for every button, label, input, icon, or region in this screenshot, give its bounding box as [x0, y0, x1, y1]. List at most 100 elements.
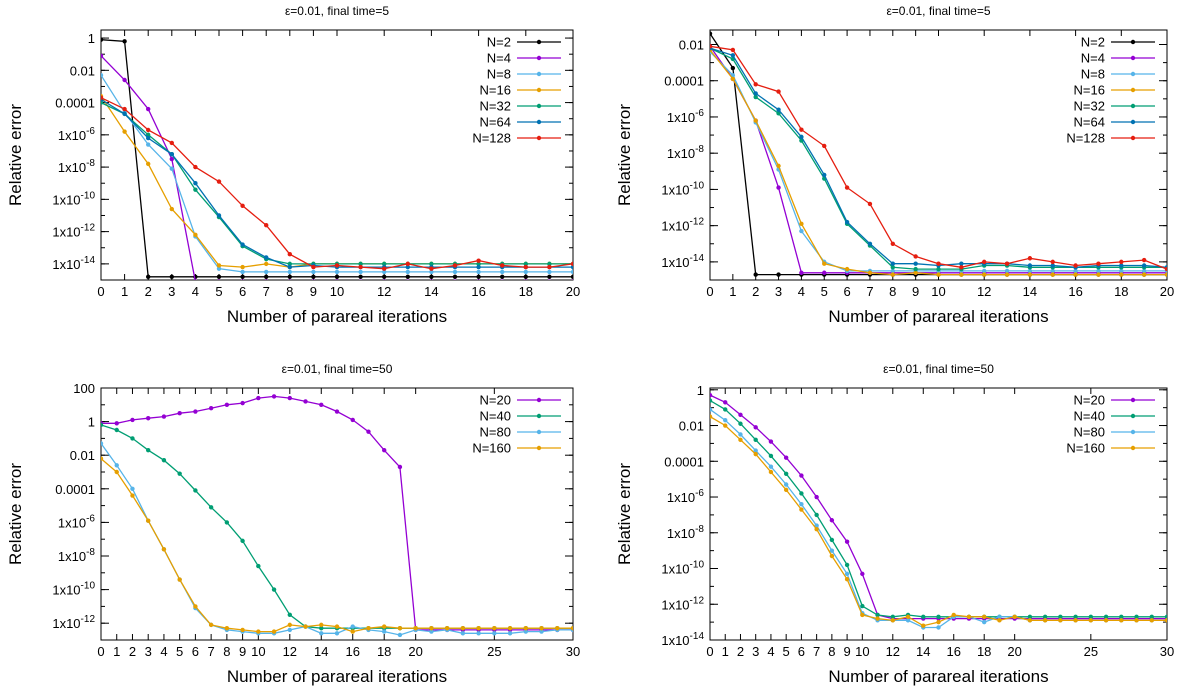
data-point	[1088, 618, 1094, 623]
data-point	[287, 251, 292, 257]
x-tick-label: 5	[176, 644, 183, 659]
data-point	[1134, 618, 1139, 623]
x-tick-label: 5	[783, 644, 790, 659]
y-tick-label: 1x10-8	[667, 524, 705, 541]
data-point	[814, 512, 819, 518]
series-n-4	[101, 53, 573, 280]
data-point	[799, 134, 804, 140]
data-point	[382, 266, 387, 271]
data-point	[476, 264, 481, 270]
data-point	[452, 263, 458, 268]
x-tick-label: 0	[97, 284, 104, 299]
data-point	[146, 447, 151, 453]
data-point	[1164, 618, 1167, 623]
y-tick-mantissa: 1x10	[52, 616, 80, 631]
data-point	[101, 456, 104, 461]
data-point	[460, 626, 466, 631]
x-tick-label: 6	[843, 284, 850, 299]
legend-label: N=128	[1066, 131, 1105, 146]
data-point	[524, 279, 528, 280]
data-point	[397, 464, 403, 470]
data-point	[240, 400, 245, 406]
data-point	[169, 156, 174, 162]
x-tick-label: 2	[129, 644, 136, 659]
data-point	[523, 626, 528, 631]
legend-entry: N=16	[1074, 83, 1155, 98]
x-tick-label: 9	[239, 644, 246, 659]
data-point	[570, 261, 573, 267]
data-point	[875, 616, 880, 621]
legend-marker	[536, 39, 542, 45]
x-tick-label: 8	[889, 284, 896, 299]
data-point	[193, 187, 198, 192]
data-point	[959, 261, 964, 266]
x-tick-label: 6	[239, 284, 246, 299]
series-n-2	[101, 37, 573, 279]
series-n-128	[101, 95, 573, 271]
data-point	[1073, 268, 1078, 274]
data-point	[570, 274, 573, 279]
data-point	[429, 274, 434, 279]
data-point	[216, 263, 222, 268]
data-point	[101, 95, 104, 100]
data-point	[405, 274, 410, 279]
data-point	[114, 469, 119, 475]
series-n-8	[101, 72, 573, 275]
data-point	[477, 279, 481, 280]
data-point	[753, 272, 758, 277]
data-point	[822, 270, 827, 275]
y-tick-label: 1x10-14	[52, 255, 95, 272]
legend-entry: N=4	[1081, 51, 1155, 66]
data-point	[710, 392, 713, 398]
x-tick-label: 7	[208, 644, 215, 659]
x-axis-label: Number of parareal iterations	[227, 307, 447, 326]
x-tick-label: 7	[813, 644, 820, 659]
data-point	[287, 274, 292, 279]
legend-label: N=160	[472, 441, 511, 456]
y-tick-label: 1x10-12	[52, 223, 95, 240]
x-tick-label: 3	[145, 644, 152, 659]
x-tick-label: 0	[706, 284, 713, 299]
data-point	[476, 258, 481, 263]
data-point	[776, 89, 781, 94]
data-point	[1050, 263, 1055, 268]
data-point	[1141, 257, 1147, 263]
data-point	[738, 412, 743, 418]
data-point	[1012, 614, 1017, 619]
data-point	[799, 473, 804, 478]
y-tick-mantissa: 1x10	[58, 160, 86, 175]
data-point	[753, 448, 758, 453]
x-tick-label: 10	[931, 284, 945, 299]
legend-entry: N=2	[1081, 35, 1155, 50]
data-point	[844, 219, 850, 225]
data-point	[429, 266, 434, 271]
y-tick-label: 1x10-12	[661, 217, 704, 234]
y-tick-exponent: -12	[81, 614, 96, 625]
data-point	[240, 242, 245, 247]
legend-marker	[1130, 397, 1136, 403]
data-point	[500, 274, 505, 279]
data-point	[193, 181, 198, 186]
data-point	[256, 629, 261, 634]
data-point	[822, 261, 827, 266]
x-tick-label: 16	[946, 644, 960, 659]
legend-label: N=32	[480, 99, 511, 114]
series-n-16	[710, 47, 1167, 277]
legend-marker	[536, 87, 542, 93]
data-point	[319, 631, 324, 636]
data-point	[287, 264, 292, 270]
y-tick-label: 1x10-6	[667, 488, 705, 505]
data-point	[130, 417, 135, 423]
x-tick-label: 3	[168, 284, 175, 299]
y-tick-mantissa: 1x10	[58, 515, 86, 530]
legend-entry: N=20	[1074, 393, 1155, 408]
data-point	[799, 491, 804, 496]
data-point	[256, 563, 261, 569]
y-tick-label: 1x10-10	[661, 180, 704, 197]
data-point	[500, 279, 504, 280]
y-tick-exponent: -6	[86, 513, 95, 524]
data-point	[1141, 272, 1147, 277]
data-point	[547, 269, 552, 275]
legend-marker	[536, 71, 542, 77]
